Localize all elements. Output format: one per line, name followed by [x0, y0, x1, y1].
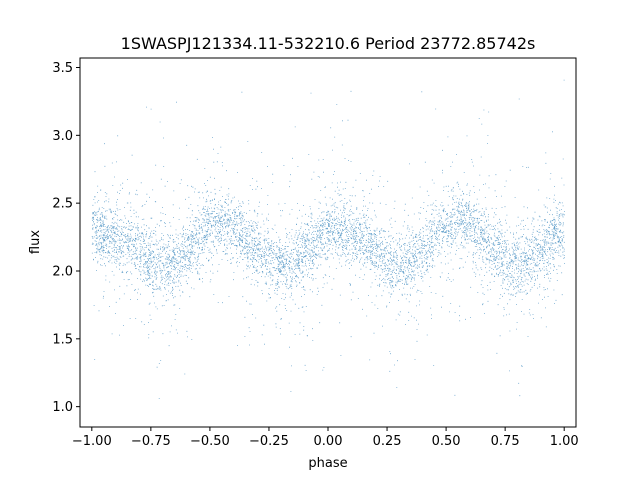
y-tick-label: 2.5 [52, 197, 73, 212]
x-tick-label: −0.50 [190, 434, 230, 449]
x-tick-label: −0.75 [131, 434, 171, 449]
y-tick-label: 2.0 [52, 264, 73, 279]
x-tick-label: 1.00 [550, 434, 579, 449]
x-tick-label: −1.00 [72, 434, 112, 449]
y-axis-label: flux [28, 230, 43, 254]
scatter-points [91, 79, 565, 399]
chart-title: 1SWASPJ121334.11-532210.6 Period 23772.8… [121, 34, 536, 53]
x-tick-label: 0.00 [314, 434, 343, 449]
plot-frame [79, 57, 577, 428]
x-tick-label: 0.25 [373, 434, 402, 449]
y-tick-label: 3.5 [52, 61, 73, 76]
y-axis: 1.0 1.5 2.0 2.5 3.0 3.5 [52, 61, 80, 415]
x-tick-label: −0.25 [249, 434, 289, 449]
y-tick-label: 1.0 [52, 400, 73, 415]
x-tick-label: 0.50 [432, 434, 461, 449]
x-axis-label: phase [308, 456, 347, 471]
y-tick-label: 1.5 [52, 332, 73, 347]
y-tick-label: 3.0 [52, 129, 73, 144]
x-axis: −1.00 −0.75 −0.50 −0.25 0.00 0.25 0.50 0.75 1.00 [72, 427, 579, 449]
x-tick-label: 0.75 [491, 434, 520, 449]
scatter-marks [91, 79, 565, 399]
